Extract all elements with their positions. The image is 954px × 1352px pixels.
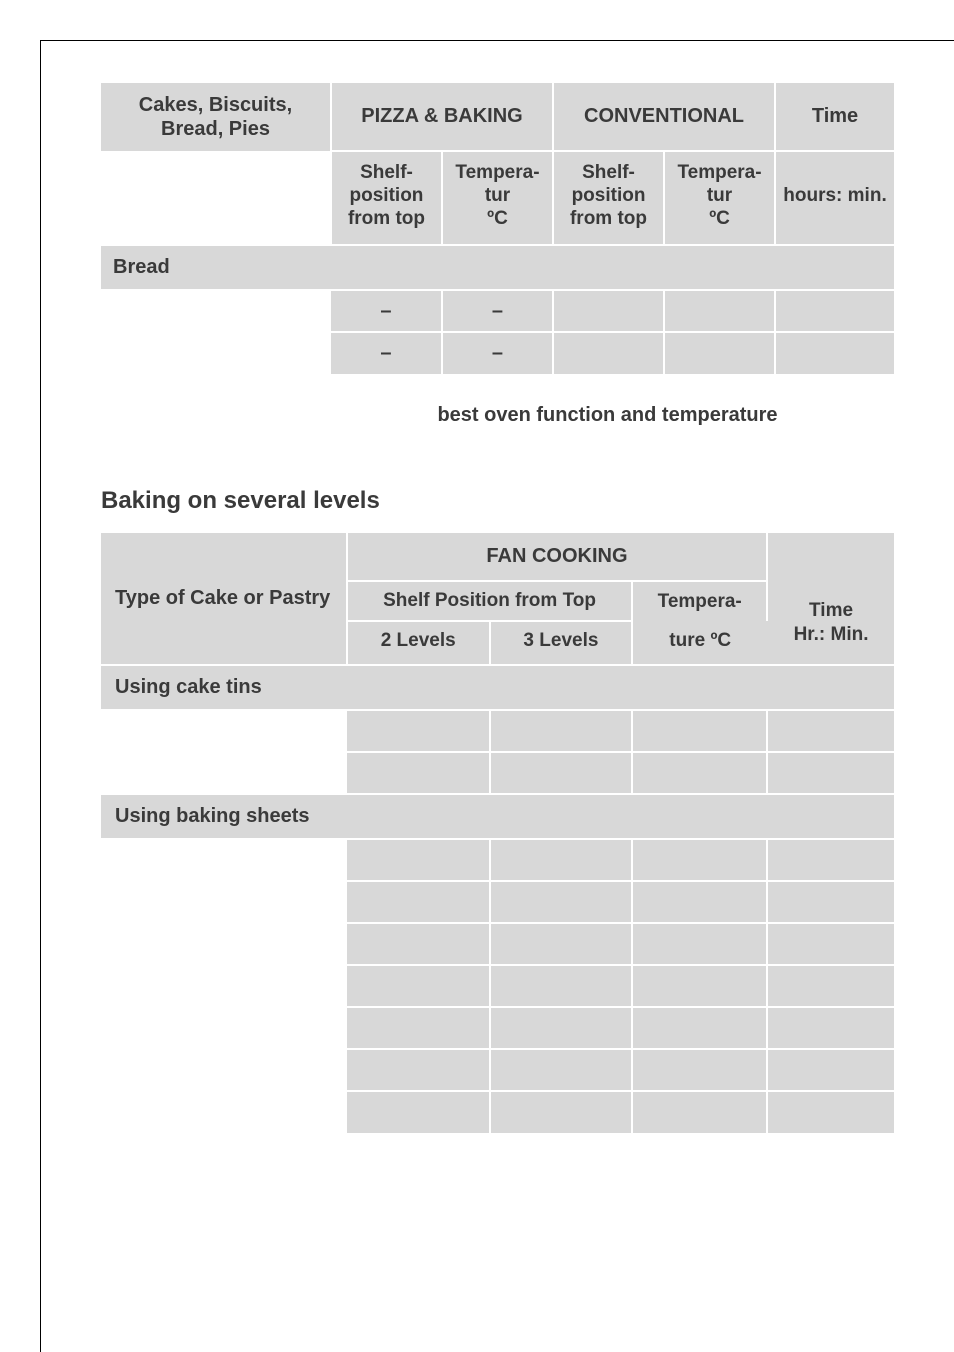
- t1-r1-c3: –: [442, 332, 553, 374]
- t2-section-cake-tins: Using cake tins: [101, 665, 894, 710]
- t1-h-pizza: PIZZA & BAKING: [331, 83, 553, 151]
- t1-r1-c4: [553, 332, 664, 374]
- t1-h2-temp2: Tempera-turºC: [664, 151, 775, 245]
- t1-section-bread: Bread: [101, 245, 894, 290]
- t2-h-shelfpos: Shelf Position from Top: [347, 581, 632, 621]
- t2-h-blank-tr: [767, 533, 894, 581]
- table-row: [101, 752, 894, 794]
- table-row: [101, 839, 894, 881]
- t1-r0-c1: [101, 290, 331, 332]
- t2-section-baking-sheets: Using baking sheets: [101, 794, 894, 839]
- t1-h2-blank: [101, 151, 331, 245]
- table-row: [101, 1007, 894, 1049]
- t1-h2-shelf1: Shelf-positionfrom top: [331, 151, 442, 245]
- t2-h-ture: ture ºC: [632, 621, 767, 665]
- t1-h2-temp1: Tempera-turºC: [442, 151, 553, 245]
- t1-sect-label: Bread: [101, 245, 894, 290]
- t1-h2-hours: hours: min.: [775, 151, 894, 245]
- baking-table-1: Cakes, Biscuits, Bread, Pies PIZZA & BAK…: [101, 83, 894, 374]
- t1-r1-c1: [101, 332, 331, 374]
- t2-h-fan: FAN COOKING: [347, 533, 767, 581]
- heading-baking-levels: Baking on several levels: [101, 487, 894, 515]
- table1-header-row1: Cakes, Biscuits, Bread, Pies PIZZA & BAK…: [101, 83, 894, 151]
- t1-r0-c4: [553, 290, 664, 332]
- note-best-function: best oven function and temperature: [101, 404, 894, 427]
- t1-r1-c6: [775, 332, 894, 374]
- table-row: [101, 965, 894, 1007]
- t1-r0-c5: [664, 290, 775, 332]
- table-row: – –: [101, 332, 894, 374]
- t1-r1-c2: –: [331, 332, 442, 374]
- t1-h-cakes: Cakes, Biscuits, Bread, Pies: [101, 83, 331, 151]
- t1-h-conventional: CONVENTIONAL: [553, 83, 775, 151]
- baking-table-2: Type of Cake or Pastry FAN COOKING Shelf…: [101, 533, 894, 1133]
- t1-h2-shelf2: Shelf-positionfrom top: [553, 151, 664, 245]
- t2-h-type: Type of Cake or Pastry: [101, 533, 347, 665]
- t2-h-3lvl: 3 Levels: [490, 621, 633, 665]
- table1-header-row2: Shelf-positionfrom top Tempera-turºC She…: [101, 151, 894, 245]
- table-row: [101, 923, 894, 965]
- t2-sect2-label: Using baking sheets: [101, 794, 894, 839]
- t2-sect1-label: Using cake tins: [101, 665, 894, 710]
- t1-r1-c5: [664, 332, 775, 374]
- t2-h-2lvl: 2 Levels: [347, 621, 490, 665]
- t1-h-time: Time: [775, 83, 894, 151]
- page-frame: Cakes, Biscuits, Bread, Pies PIZZA & BAK…: [40, 40, 954, 1352]
- t2-h-tempera: Tempera-: [632, 581, 767, 621]
- table-row: [101, 1091, 894, 1133]
- table-row: [101, 881, 894, 923]
- t2-header-row1: Type of Cake or Pastry FAN COOKING: [101, 533, 894, 581]
- table-row: – –: [101, 290, 894, 332]
- t1-r0-c2: –: [331, 290, 442, 332]
- t1-r0-c3: –: [442, 290, 553, 332]
- table-row: [101, 710, 894, 752]
- content-area: Cakes, Biscuits, Bread, Pies PIZZA & BAK…: [101, 83, 894, 1133]
- table-row: [101, 1049, 894, 1091]
- t1-r0-c6: [775, 290, 894, 332]
- t2-h-time: TimeHr.: Min.: [767, 581, 894, 665]
